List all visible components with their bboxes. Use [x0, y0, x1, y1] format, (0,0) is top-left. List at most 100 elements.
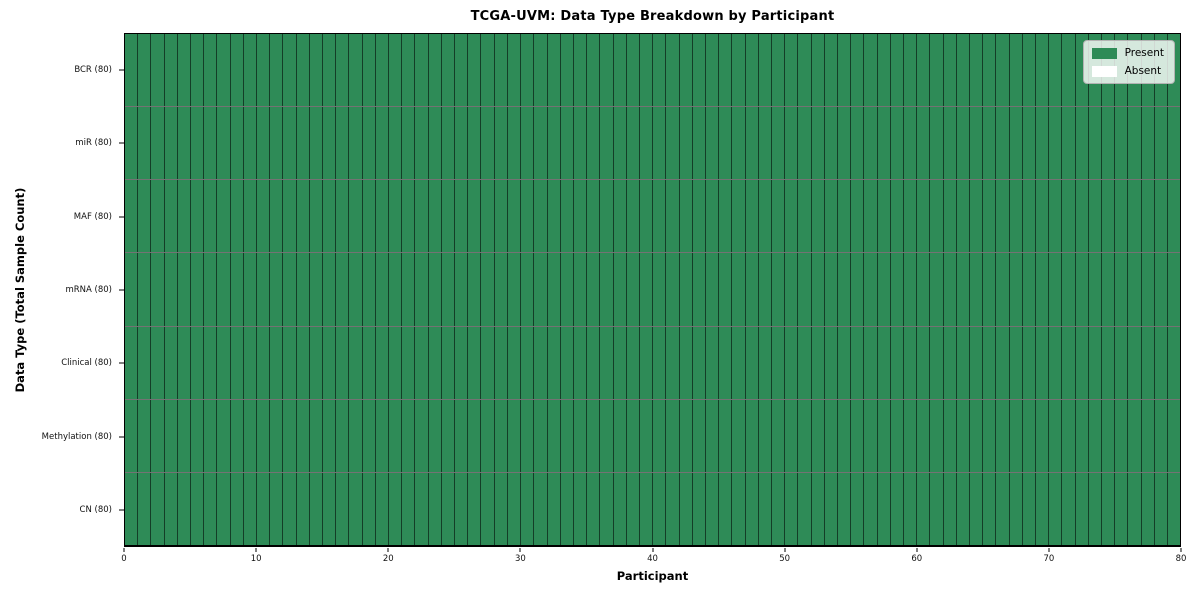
heatmap-cell	[243, 34, 258, 107]
heatmap-cell	[903, 399, 918, 472]
heatmap-cell	[217, 180, 231, 253]
heatmap-cell	[837, 326, 852, 399]
heatmap-cell	[441, 107, 456, 180]
heatmap-cell	[323, 253, 337, 326]
heatmap-cell	[679, 180, 693, 253]
heatmap-cell	[125, 326, 139, 399]
heatmap-cell	[798, 399, 812, 472]
heatmap-cell	[257, 326, 271, 399]
heatmap-cell	[296, 472, 310, 545]
heatmap-cell	[547, 472, 561, 545]
heatmap-cell	[1062, 107, 1076, 180]
heatmap-cell	[1009, 253, 1023, 326]
heatmap-cell	[349, 107, 363, 180]
x-tick-mark	[1048, 548, 1050, 552]
heatmap-cell	[481, 34, 495, 107]
x-axis-ticks: 0 10 20 30 40 50 60 70 80	[121, 548, 1186, 566]
heatmap-cell	[349, 253, 363, 326]
heatmap-cell	[824, 34, 838, 107]
heatmap-cell	[587, 107, 601, 180]
heatmap-cell	[653, 107, 667, 180]
heatmap-cell	[626, 399, 640, 472]
heatmap-cell	[204, 399, 218, 472]
heatmap-cell	[191, 180, 205, 253]
heatmap-cell	[639, 326, 654, 399]
heatmap-cell	[309, 399, 324, 472]
heatmap-cell	[1115, 180, 1129, 253]
heatmap-cell	[309, 180, 324, 253]
x-tick-label: 80	[1175, 554, 1187, 564]
heatmap-cell	[1088, 180, 1103, 253]
heatmap-cell	[1022, 472, 1037, 545]
heatmap-cell	[1075, 326, 1089, 399]
heatmap-cell	[1075, 253, 1089, 326]
heatmap-cell	[943, 253, 957, 326]
heatmap-cell	[811, 326, 825, 399]
y-tick-mark	[119, 142, 124, 144]
heatmap-cell	[666, 472, 680, 545]
heatmap-cell	[613, 472, 627, 545]
heatmap-cell	[666, 34, 680, 107]
heatmap-cell	[890, 253, 904, 326]
heatmap-cell	[745, 107, 759, 180]
x-tick-label: 60	[911, 554, 923, 564]
heatmap-cell	[1075, 107, 1089, 180]
heatmap-cell	[600, 107, 614, 180]
x-tick-mark	[784, 548, 786, 552]
heatmap-cell	[719, 180, 733, 253]
heatmap-cell	[1022, 180, 1037, 253]
heatmap-cell	[1009, 34, 1023, 107]
heatmap-cell	[468, 399, 482, 472]
heatmap-cell	[903, 472, 918, 545]
heatmap-cell	[771, 34, 786, 107]
heatmap-cell	[811, 253, 825, 326]
heatmap-cell	[560, 253, 574, 326]
y-tick-label: mRNA (80)	[65, 285, 112, 295]
y-tick-mark	[119, 436, 124, 438]
x-tick-mark	[916, 548, 918, 552]
heatmap-cell	[956, 180, 970, 253]
heatmap-cell	[613, 253, 627, 326]
heatmap-cell	[389, 107, 403, 180]
heatmap-cell	[309, 34, 324, 107]
heatmap-cell	[1022, 253, 1037, 326]
heatmap-cell	[1168, 326, 1181, 399]
heatmap-cell	[1036, 253, 1050, 326]
heatmap-cell	[296, 326, 310, 399]
heatmap-cell	[930, 180, 944, 253]
heatmap-cell	[547, 326, 561, 399]
heatmap-cell	[745, 326, 759, 399]
heatmap-cell	[402, 399, 416, 472]
heatmap-cell	[864, 180, 878, 253]
heatmap-row	[125, 107, 1181, 181]
heatmap-cell	[930, 253, 944, 326]
heatmap-cell	[851, 472, 865, 545]
heatmap-cell	[1062, 34, 1076, 107]
heatmap-cell	[1022, 34, 1037, 107]
heatmap-cell	[705, 180, 720, 253]
heatmap-cell	[864, 253, 878, 326]
heatmap-cell	[494, 399, 508, 472]
heatmap-cell	[851, 253, 865, 326]
heatmap-cell	[692, 326, 706, 399]
heatmap-cell	[481, 472, 495, 545]
heatmap-cell	[639, 34, 654, 107]
heatmap-cell	[1088, 399, 1103, 472]
heatmap-cell	[428, 107, 442, 180]
heatmap-cell	[217, 34, 231, 107]
heatmap-cell	[455, 399, 469, 472]
heatmap-cell	[917, 399, 931, 472]
heatmap-cell	[151, 180, 165, 253]
x-tick-mark	[123, 548, 125, 552]
heatmap-cell	[362, 34, 376, 107]
heatmap-cell	[1036, 326, 1050, 399]
heatmap-cell	[930, 34, 944, 107]
legend-label: Present	[1124, 47, 1164, 59]
heatmap-cell	[758, 472, 772, 545]
heatmap-cell	[679, 34, 693, 107]
heatmap-cell	[824, 107, 838, 180]
heatmap-cell	[956, 472, 970, 545]
heatmap-cell	[719, 253, 733, 326]
heatmap-cell	[230, 472, 244, 545]
heatmap-cell	[771, 180, 786, 253]
